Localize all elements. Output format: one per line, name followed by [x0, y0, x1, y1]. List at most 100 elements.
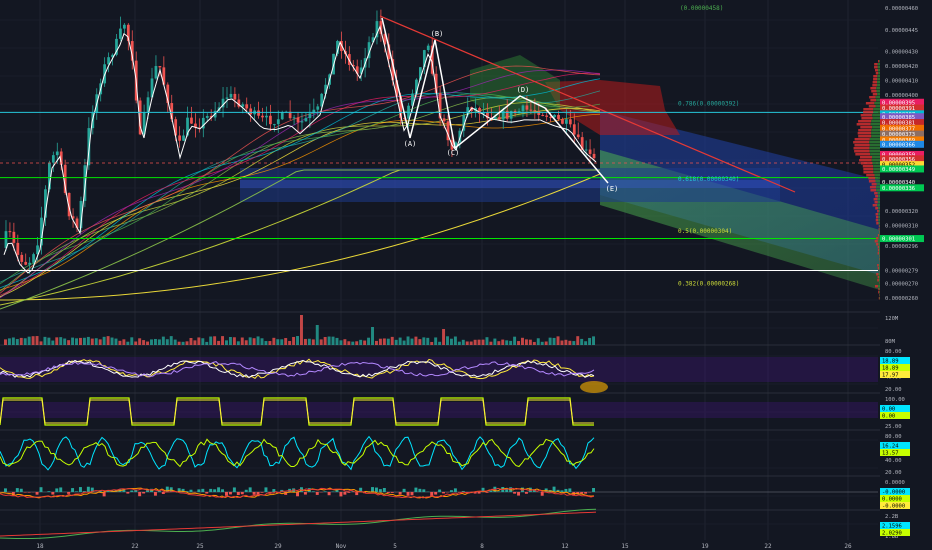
price-badge-text-1: 0.00000391 [882, 106, 915, 112]
time-tick-3: 29 [274, 543, 282, 550]
pane-badge-text-1-2: 17.97 [882, 373, 899, 379]
price-badge-12 [880, 165, 924, 173]
volume-bar [256, 336, 260, 345]
volume-bar [193, 340, 197, 345]
macd-hist [513, 492, 517, 494]
vprofile-bar [858, 120, 872, 123]
macd-hist [82, 491, 86, 492]
candle-body [316, 106, 320, 110]
long-ma-0 [0, 173, 601, 301]
candle-body [158, 66, 162, 68]
vprofile-bar [872, 81, 878, 84]
vprofile-bar [873, 198, 878, 201]
candle-body [533, 110, 537, 112]
time-axis[interactable]: 18 22 25 29 Nov 5 8 12 15 19 22 26 [0, 540, 932, 550]
vprofile-bar [868, 105, 876, 108]
pane-tick-3-3: 20.00 [885, 470, 902, 476]
macd-hist [311, 491, 315, 492]
macd-hist [225, 492, 228, 496]
candle-body [525, 105, 529, 110]
candle-body [304, 118, 308, 122]
vprofile-bar [878, 264, 880, 267]
macd-hist [157, 490, 161, 492]
candle-body [79, 200, 83, 229]
macd-hist [4, 488, 7, 492]
candle-body [391, 59, 395, 81]
macd-hist [19, 488, 23, 492]
macd-hist [90, 487, 94, 492]
macd-hist [532, 489, 536, 492]
stoch-line-lime [0, 438, 595, 468]
vprofile-bar [876, 243, 879, 246]
price-badge-text-6: 0.00000373 [882, 132, 915, 138]
vprofile-bar [877, 75, 880, 78]
vprofile-bar [875, 96, 880, 99]
vprofile-bar [878, 228, 880, 231]
macd-hist [485, 492, 489, 493]
price-axis[interactable]: 0.00000460 0.00000445 0.00000430 0.00000420… [880, 0, 932, 550]
volume-bar [564, 339, 568, 345]
volume-bar [181, 341, 185, 345]
volume-bar [27, 336, 31, 345]
macd-hist [505, 489, 509, 492]
macd-hist [497, 491, 501, 492]
price-tick-4: 0.00000410 [885, 79, 918, 85]
volume-bar [260, 338, 264, 345]
wave-path [381, 17, 609, 184]
macd-hist [552, 486, 556, 492]
vprofile-bar [877, 249, 880, 252]
candle-body [190, 117, 193, 124]
vprofile-bar [863, 168, 874, 171]
macd-hist [517, 492, 521, 496]
ma-line-6 [0, 78, 601, 289]
stoch-line-cyan [0, 435, 595, 471]
vprofile-bar [873, 165, 880, 168]
volume-bar [347, 341, 351, 345]
volume-bar [469, 341, 473, 345]
macd-hist [78, 487, 82, 492]
candle-body [521, 105, 525, 112]
candle-body [197, 127, 201, 129]
macd-hist [453, 488, 457, 492]
macd-hist [236, 492, 240, 496]
candle-body [430, 45, 434, 74]
volume-bar [221, 336, 225, 345]
volume-bar [449, 338, 453, 345]
macd-hist [86, 486, 90, 492]
price-badge-text-14: 0.00000336 [882, 186, 915, 192]
macd-hist [296, 492, 299, 497]
candle-body [324, 84, 328, 94]
vprofile-bar [875, 216, 879, 219]
price-badge-10 [880, 155, 924, 163]
price-badge-text-15: 0.00000301 [882, 237, 915, 243]
macd-hist [15, 488, 19, 492]
vprofile-bar [856, 123, 871, 126]
vprofile-bar [878, 243, 880, 246]
macd-hist [327, 492, 331, 496]
vprofile-bar [860, 162, 873, 165]
pane-badge-text-2-1: 0.00 [882, 414, 895, 420]
macd-hist [102, 492, 106, 497]
candle-body [529, 109, 533, 111]
vprofile-bar [874, 240, 878, 243]
vprofile-bar [879, 60, 880, 63]
price-tick-7: 0.00000320 [885, 209, 918, 215]
volume-bar [382, 338, 386, 345]
vprofile-bar [878, 222, 880, 225]
vprofile-bar [874, 66, 878, 69]
macd-hist [161, 492, 165, 494]
macd-hist [146, 489, 150, 492]
vprofile-bar [857, 132, 872, 135]
macd-hist [398, 492, 402, 495]
pane-badge-1-0 [880, 357, 910, 364]
macd-hist [205, 492, 209, 494]
volume-bar [39, 341, 43, 345]
candle-body [426, 45, 430, 51]
volume-bar [331, 336, 335, 345]
vprofile-bar [878, 195, 880, 198]
volume-bar [355, 341, 359, 345]
vprofile-bar [875, 180, 880, 183]
candle-body [265, 115, 268, 118]
candle-body [308, 113, 312, 119]
